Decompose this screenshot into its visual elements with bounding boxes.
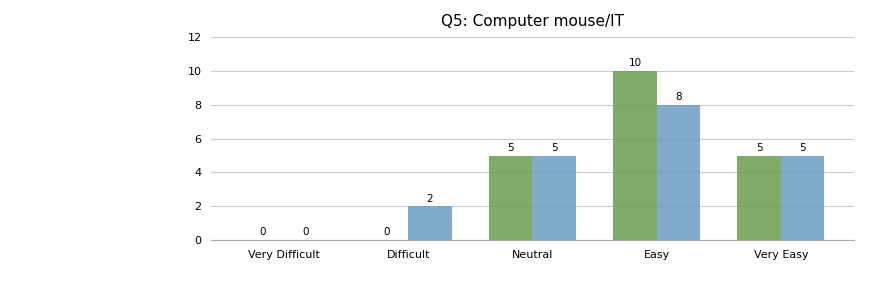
Bar <box>656 105 700 240</box>
Text: 2: 2 <box>427 194 433 204</box>
Text: 0: 0 <box>259 228 266 237</box>
Bar <box>532 156 576 240</box>
Title: Q5: Computer mouse/IT: Q5: Computer mouse/IT <box>441 14 624 29</box>
Text: 5: 5 <box>551 143 557 153</box>
Text: 0: 0 <box>303 228 309 237</box>
Bar <box>737 156 781 240</box>
Text: 5: 5 <box>799 143 806 153</box>
Bar <box>489 156 532 240</box>
Text: 8: 8 <box>675 92 682 102</box>
Text: 10: 10 <box>628 58 642 68</box>
Legend: Test A, Test B: Test A, Test B <box>471 307 594 308</box>
Text: 5: 5 <box>756 143 762 153</box>
Text: 0: 0 <box>383 228 390 237</box>
Bar <box>408 206 451 240</box>
Bar <box>613 71 656 240</box>
Text: 5: 5 <box>508 143 514 153</box>
Bar <box>781 156 825 240</box>
